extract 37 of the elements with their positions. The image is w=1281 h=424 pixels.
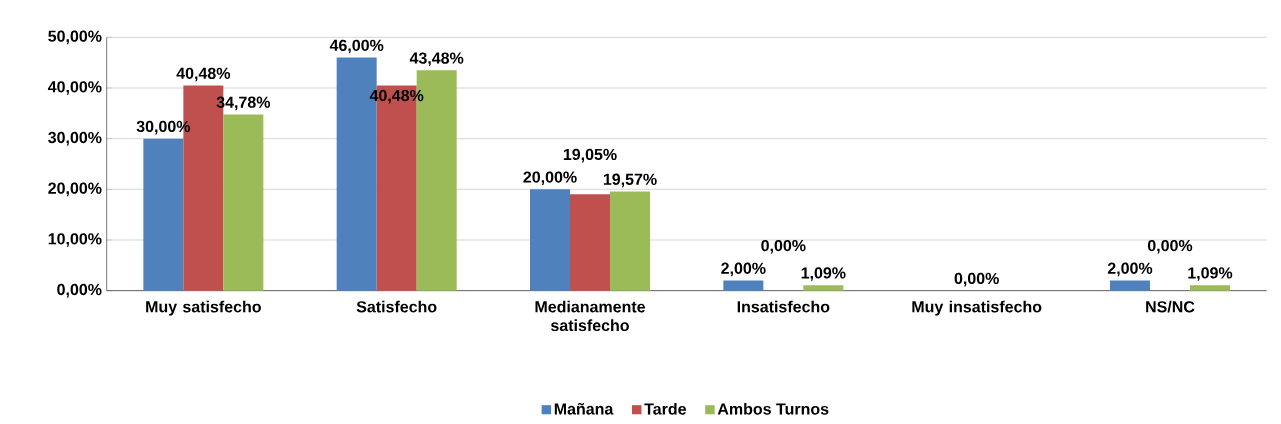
data-label: 1,09% bbox=[1188, 267, 1233, 281]
data-label: 43,48% bbox=[409, 52, 464, 67]
data-label: 2,00% bbox=[721, 262, 766, 277]
data-label: 20,00% bbox=[523, 171, 577, 186]
bar bbox=[570, 194, 610, 291]
x-tick-label: Medianamente satisfecho bbox=[535, 300, 646, 332]
bar bbox=[143, 138, 184, 291]
y-tick-label: 50,00% bbox=[48, 30, 102, 45]
legend-label: Ambos Turnos bbox=[717, 402, 829, 415]
data-label: 19,57% bbox=[603, 173, 657, 188]
y-tick-label: 0,00% bbox=[57, 283, 102, 298]
data-label: 19,05% bbox=[563, 148, 617, 163]
data-label: 40,48% bbox=[176, 67, 231, 82]
y-tick-label: 30,00% bbox=[48, 131, 102, 146]
data-label: 0,00% bbox=[1147, 239, 1193, 254]
bar bbox=[223, 114, 264, 291]
data-label: 46,00% bbox=[329, 39, 384, 54]
legend-label: Mañana bbox=[554, 402, 614, 415]
x-tick-label: Satisfecho bbox=[356, 300, 437, 313]
bar bbox=[1190, 285, 1230, 291]
y-tick-label: 10,00% bbox=[48, 233, 102, 247]
bar bbox=[530, 189, 571, 291]
data-label: 1,09% bbox=[801, 267, 846, 281]
data-label: 0,00% bbox=[954, 272, 999, 287]
bar bbox=[1110, 280, 1150, 291]
x-tick-label: NS/NC bbox=[1146, 300, 1195, 313]
data-label: 0,00% bbox=[761, 239, 806, 254]
x-tick-label: Muy satisfecho bbox=[146, 300, 261, 316]
y-tick-label: 40,00% bbox=[47, 81, 102, 95]
bar bbox=[803, 285, 844, 291]
data-label: 2,00% bbox=[1107, 262, 1153, 277]
bar bbox=[610, 191, 651, 291]
x-tick-label: Insatisfecho bbox=[737, 300, 830, 313]
bar bbox=[723, 280, 764, 291]
y-tick-label: 20,00% bbox=[48, 182, 102, 197]
x-tick-label: Muy insatisfecho bbox=[912, 300, 1042, 316]
legend-label: Tarde bbox=[644, 402, 686, 415]
